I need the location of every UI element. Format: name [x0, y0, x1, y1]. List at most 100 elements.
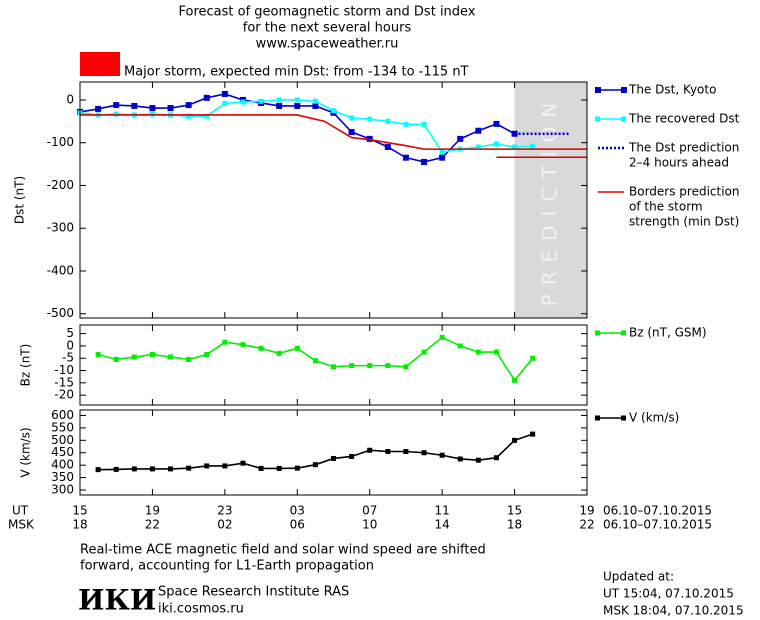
marker — [131, 102, 138, 109]
marker — [457, 343, 463, 349]
chart-title: Forecast of geomagnetic storm and Dst in… — [178, 5, 475, 20]
y-tick-label: 5 — [66, 326, 74, 340]
marker — [276, 97, 282, 103]
marker — [385, 449, 391, 455]
marker — [493, 120, 500, 127]
marker — [439, 149, 445, 155]
x-tick-label: 18 — [507, 518, 522, 532]
plot-frame — [79, 324, 588, 406]
series-line — [80, 114, 587, 150]
y-tick-label: 350 — [51, 470, 74, 484]
marker — [294, 465, 300, 471]
x-tick-label: 03 — [290, 504, 305, 518]
marker — [421, 158, 428, 165]
legend-marker — [595, 415, 600, 421]
marker — [367, 447, 373, 453]
marker — [168, 354, 174, 360]
x-tick-label: 10 — [362, 518, 377, 532]
y-tick-label: 0 — [66, 338, 74, 352]
date-label: 06.10–07.10.2015 — [603, 504, 712, 518]
marker — [149, 466, 155, 472]
marker — [131, 354, 137, 360]
y-tick-label: 450 — [51, 445, 74, 459]
y-tick-label: 600 — [51, 408, 74, 422]
marker — [222, 463, 228, 469]
marker — [204, 463, 210, 469]
marker — [294, 97, 300, 103]
y-tick-label: -10 — [54, 363, 74, 377]
marker — [475, 127, 482, 134]
chart-subtitle: for the next several hours — [243, 21, 412, 36]
marker — [258, 465, 264, 471]
x-tick-label: 23 — [217, 504, 232, 518]
marker — [258, 345, 264, 351]
marker — [331, 364, 336, 370]
ut-title: UT — [12, 504, 29, 518]
institute: Space Research Institute RAS — [158, 585, 349, 600]
marker — [131, 466, 137, 472]
marker — [312, 462, 318, 468]
marker — [403, 364, 409, 370]
marker — [167, 105, 174, 112]
updated: Updated at: — [603, 570, 674, 584]
marker — [149, 105, 156, 112]
marker — [203, 94, 210, 101]
marker — [222, 100, 228, 106]
marker — [331, 108, 336, 114]
y-tick-label: 300 — [51, 483, 74, 497]
msk-title: MSK — [8, 518, 35, 532]
marker — [276, 465, 282, 471]
marker — [276, 350, 282, 356]
y-tick-label: -100 — [47, 135, 74, 149]
marker — [349, 115, 355, 121]
marker — [113, 466, 119, 472]
y-tick-label: -400 — [47, 263, 74, 277]
marker — [512, 377, 518, 383]
updated: MSK 18:04, 07.10.2015 — [603, 604, 744, 618]
y-axis-label: V (km/s) — [19, 427, 33, 477]
footer-note: Real-time ACE magnetic field and solar w… — [80, 543, 486, 558]
legend-label: Bz (nT, GSM) — [629, 326, 707, 340]
y-tick-label: -15 — [54, 375, 74, 389]
y-tick-label: 400 — [51, 458, 74, 472]
marker — [185, 102, 192, 109]
legend-marker — [595, 87, 601, 93]
footer-note: forward, accounting for L1-Earth propaga… — [80, 559, 374, 574]
legend-label: Borders prediction — [629, 185, 740, 199]
marker — [222, 339, 228, 345]
y-tick-label: -500 — [47, 306, 74, 320]
x-tick-label: 11 — [435, 504, 450, 518]
legend-marker — [621, 415, 626, 421]
marker — [168, 466, 174, 472]
legend-label: 2–4 hours ahead — [629, 156, 729, 170]
legend-marker — [621, 87, 627, 93]
plot-frame — [79, 81, 588, 319]
marker — [348, 129, 355, 136]
marker — [240, 460, 246, 466]
marker — [512, 437, 518, 443]
date-label: 06.10–07.10.2015 — [603, 518, 712, 532]
marker — [186, 113, 192, 119]
legend-marker — [621, 116, 626, 122]
legend-marker — [595, 330, 600, 336]
legend-marker — [621, 330, 626, 336]
legend-label: The Dst prediction — [628, 141, 739, 155]
legend-label: V (km/s) — [629, 411, 679, 425]
legend-marker — [595, 116, 600, 122]
y-tick-label: -5 — [62, 351, 74, 365]
x-tick-label: 14 — [435, 518, 450, 532]
marker — [186, 465, 192, 471]
marker — [402, 154, 409, 161]
marker — [475, 349, 481, 355]
marker — [204, 352, 210, 358]
marker — [384, 143, 391, 150]
marker — [349, 363, 355, 369]
marker — [439, 452, 445, 458]
prediction-label: PREDICTION — [537, 94, 561, 307]
marker — [258, 98, 264, 104]
x-tick-label: 18 — [72, 518, 87, 532]
marker — [385, 363, 391, 369]
marker — [312, 102, 319, 109]
logo: ИКИ — [78, 584, 156, 617]
